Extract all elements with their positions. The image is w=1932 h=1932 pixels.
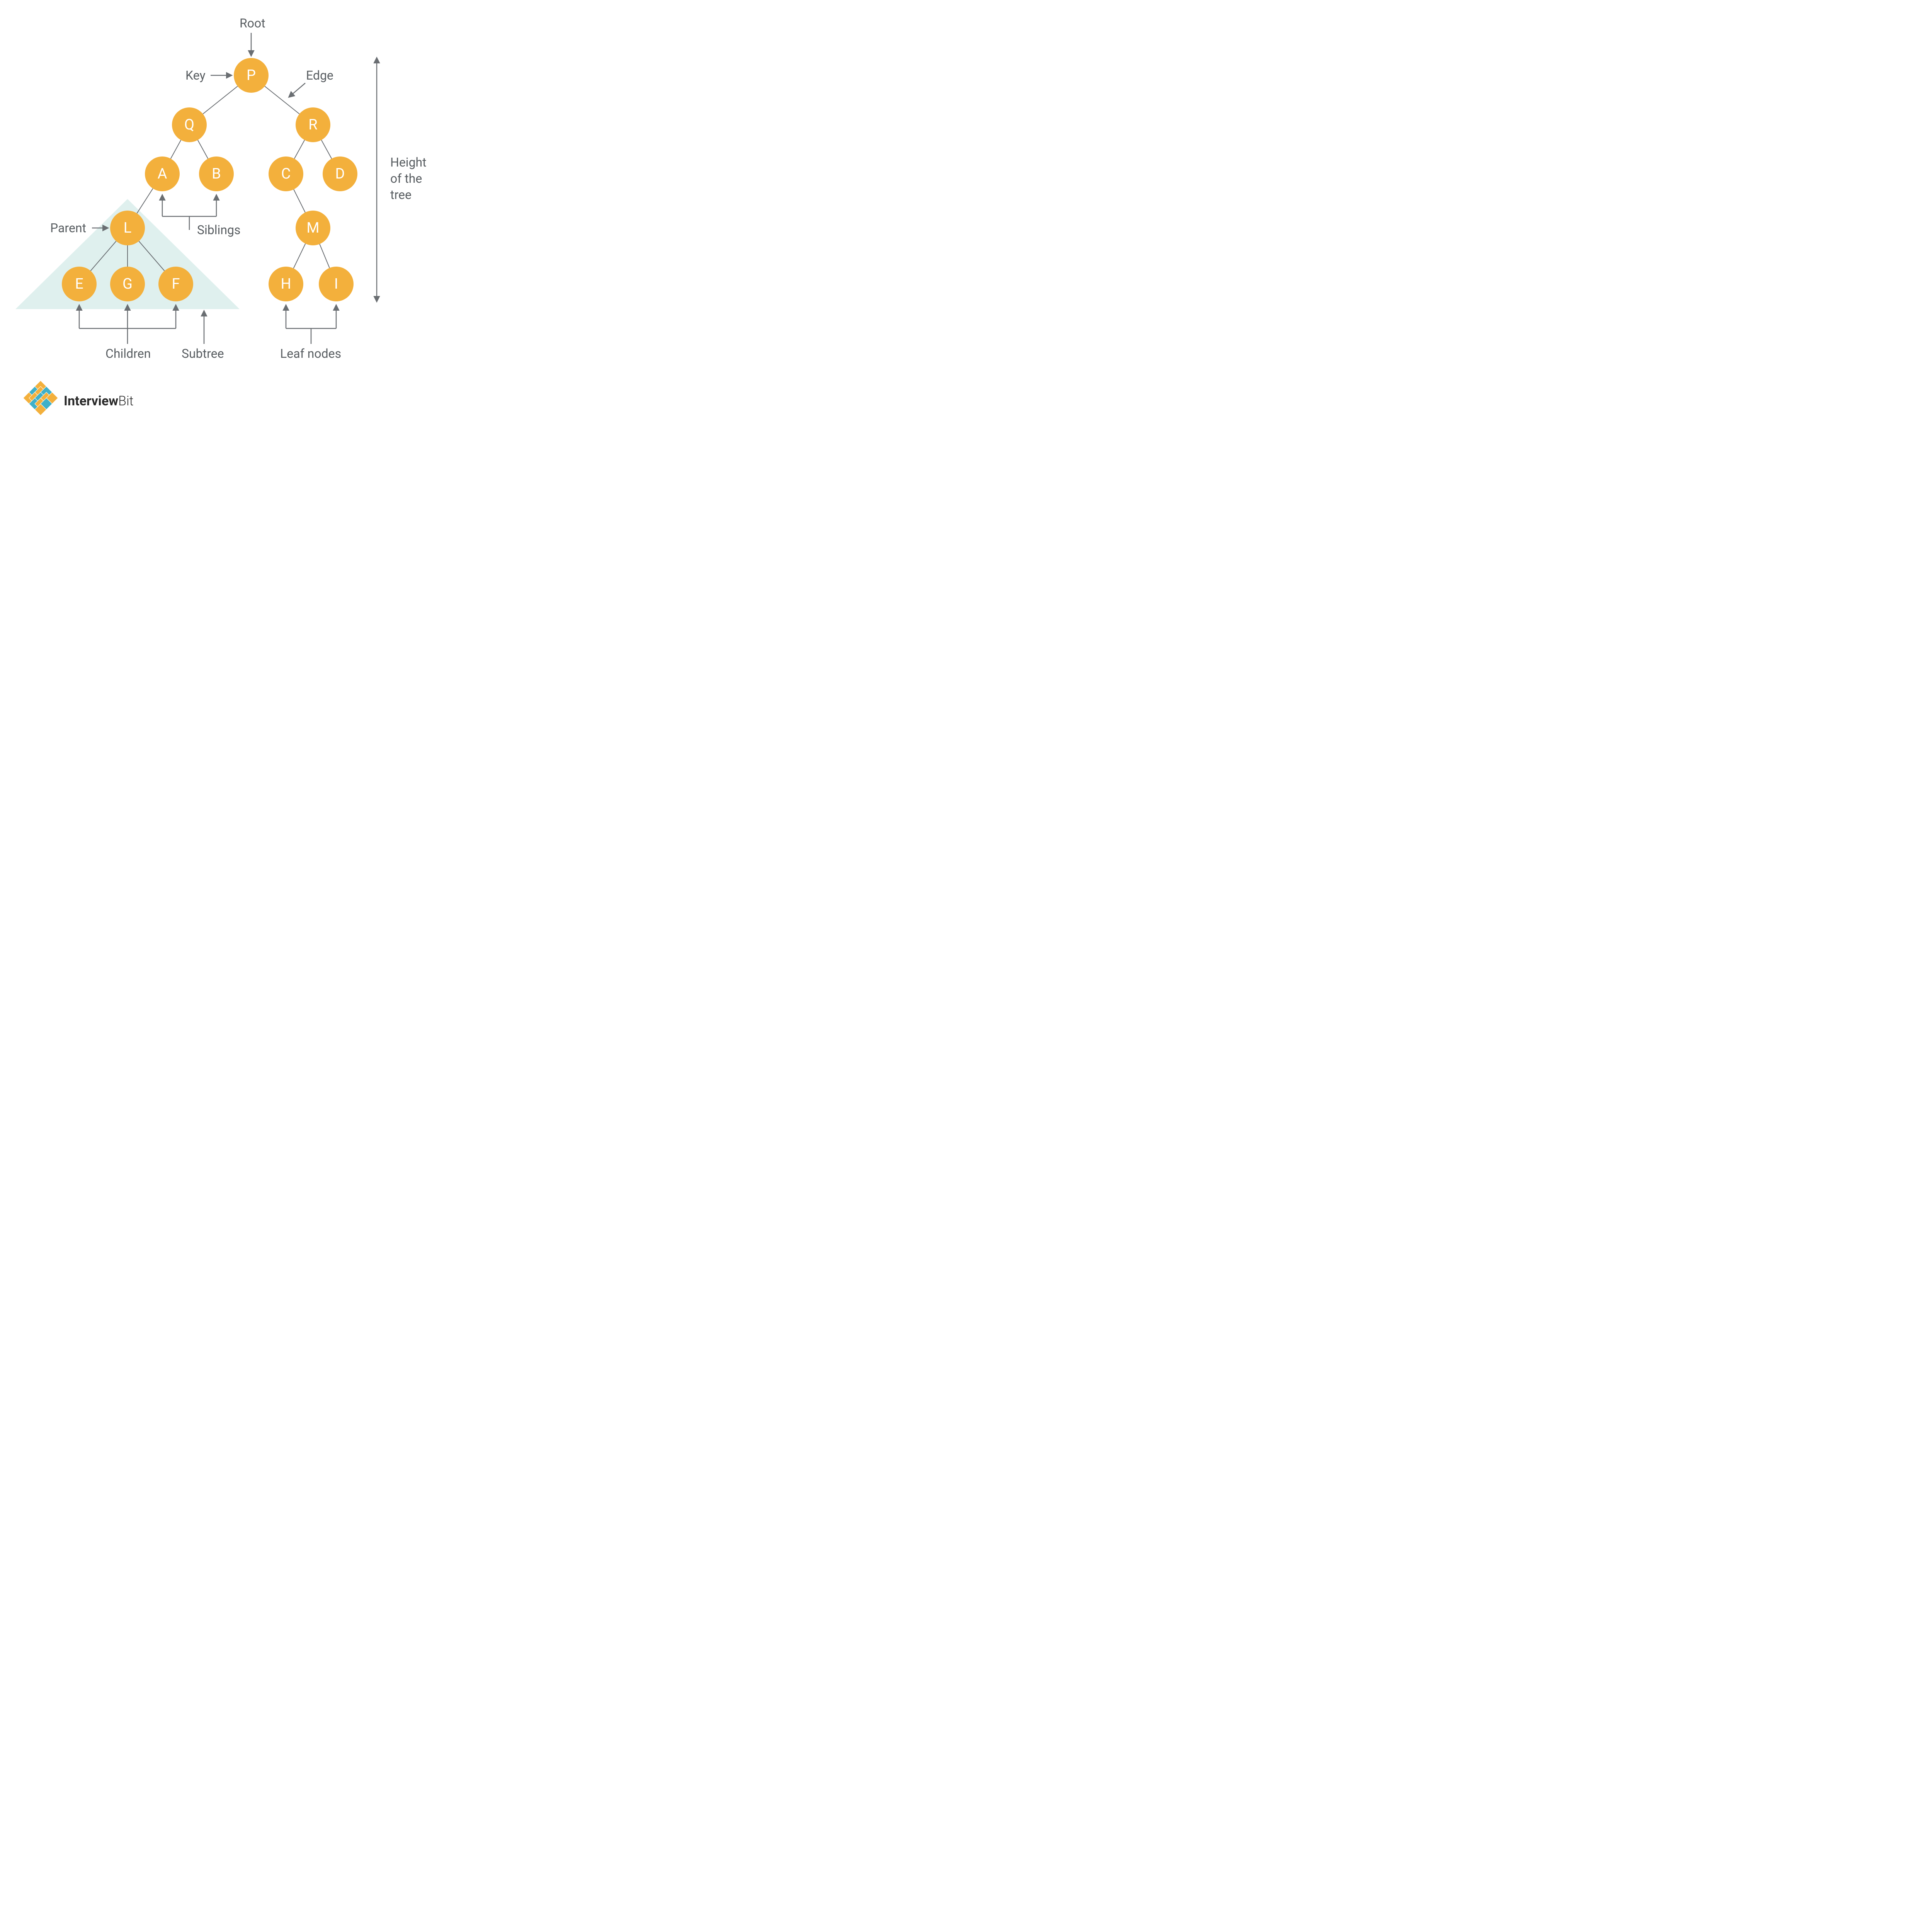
node-label: I bbox=[334, 276, 338, 293]
tree-node-i: I bbox=[319, 267, 354, 301]
tree-node-f: F bbox=[158, 267, 193, 301]
label-height-2: tree bbox=[390, 187, 412, 202]
tree-node-g: G bbox=[110, 267, 145, 301]
label-leaf-nodes: Leaf nodes bbox=[280, 346, 341, 361]
node-label: P bbox=[247, 67, 256, 84]
label-subtree: Subtree bbox=[182, 346, 224, 361]
node-label: H bbox=[281, 276, 291, 293]
tree-node-r: R bbox=[296, 107, 330, 142]
tree-node-q: Q bbox=[172, 107, 207, 142]
label-parent: Parent bbox=[50, 221, 86, 235]
node-label: B bbox=[212, 165, 221, 182]
node-label: R bbox=[308, 116, 317, 133]
node-label: C bbox=[281, 165, 291, 182]
node-label: G bbox=[122, 276, 133, 293]
node-label: E bbox=[75, 276, 83, 293]
tree-node-m: M bbox=[296, 211, 330, 245]
node-label: M bbox=[306, 219, 319, 236]
tree-node-p: P bbox=[234, 58, 269, 93]
tree-node-h: H bbox=[269, 267, 303, 301]
label-height-1: of the bbox=[390, 171, 422, 186]
label-root: Root bbox=[240, 16, 265, 31]
tree-node-c: C bbox=[269, 156, 303, 191]
label-key: Key bbox=[185, 68, 206, 83]
node-label: F bbox=[172, 276, 180, 293]
label-height-0: Height bbox=[390, 155, 427, 170]
node-label: D bbox=[335, 165, 345, 182]
tree-node-a: A bbox=[145, 156, 180, 191]
tree-node-e: E bbox=[62, 267, 97, 301]
label-edge: Edge bbox=[306, 68, 333, 83]
label-siblings: Siblings bbox=[197, 223, 240, 237]
logo-wordmark: InterviewBit bbox=[64, 393, 134, 409]
label-children: Children bbox=[105, 346, 151, 361]
node-label: A bbox=[158, 165, 167, 182]
node-label: Q bbox=[184, 116, 194, 133]
tree-node-d: D bbox=[323, 156, 357, 191]
tree-node-l: L bbox=[110, 211, 145, 245]
node-label: L bbox=[124, 219, 131, 236]
tree-node-b: B bbox=[199, 156, 234, 191]
